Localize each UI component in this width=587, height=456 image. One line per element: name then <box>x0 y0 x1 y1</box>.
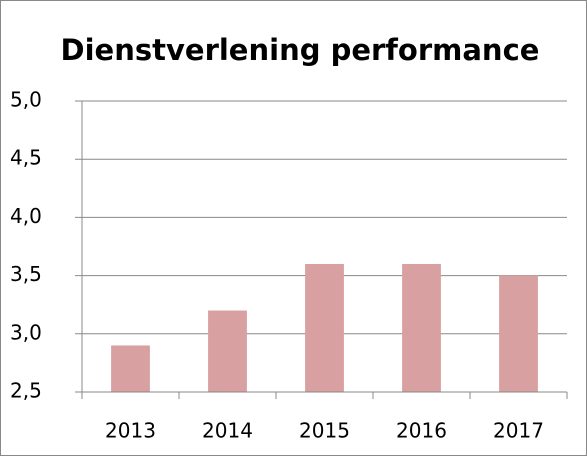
bar <box>499 275 538 392</box>
x-tick-label: 2014 <box>202 419 253 443</box>
bar <box>305 263 344 392</box>
bar <box>111 345 150 392</box>
y-tick-label: 4,5 <box>10 146 42 170</box>
y-tick-label: 3,5 <box>10 262 42 286</box>
x-tick-label: 2016 <box>396 419 447 443</box>
bar <box>402 263 441 392</box>
bar <box>208 310 247 392</box>
y-tick-label: 2,5 <box>10 379 42 403</box>
x-tick-label: 2013 <box>105 419 156 443</box>
chart-title: Dienstverlening performance <box>61 33 540 67</box>
y-tick-label: 5,0 <box>10 88 42 112</box>
y-tick-label: 3,0 <box>10 320 42 344</box>
x-tick-label: 2017 <box>493 419 544 443</box>
x-tick-label: 2015 <box>299 419 350 443</box>
y-tick-label: 4,0 <box>10 204 42 228</box>
